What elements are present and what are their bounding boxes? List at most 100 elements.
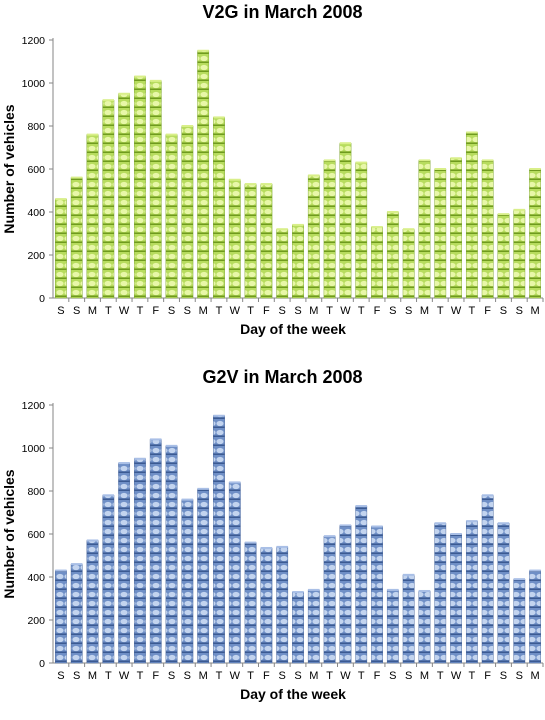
x-tick-label: S	[405, 670, 412, 682]
y-axis-label: Number of vehicles	[1, 469, 17, 598]
x-tick-label: F	[152, 305, 159, 317]
x-tick-label: M	[309, 305, 318, 317]
bar	[102, 495, 115, 664]
bar	[323, 535, 336, 664]
x-tick-label: F	[263, 305, 270, 317]
x-tick-label: M	[199, 670, 208, 682]
bar-top	[244, 541, 257, 544]
y-tick-label: 600	[27, 529, 45, 541]
bar	[213, 415, 225, 664]
x-tick-label: S	[389, 305, 396, 317]
x-tick-label: S	[516, 670, 523, 682]
x-tick-label: T	[137, 670, 144, 682]
bar-top	[213, 116, 225, 119]
bar-top	[276, 228, 288, 231]
x-tick-label: T	[137, 305, 144, 317]
bar	[149, 439, 162, 664]
bar-top	[371, 226, 383, 229]
bar	[86, 134, 99, 299]
x-tick-label: F	[152, 670, 159, 682]
bar-top	[102, 99, 115, 102]
x-tick-label: T	[326, 305, 333, 317]
bar-top	[323, 159, 336, 162]
g2v-chart: G2V in March 2008 Number of vehicles Day o…	[0, 365, 545, 720]
bar-top	[434, 522, 446, 525]
x-tick-label: T	[437, 305, 444, 317]
bar	[134, 458, 146, 664]
y-tick-label: 0	[39, 293, 45, 305]
bar	[355, 162, 368, 299]
bar-top	[213, 414, 225, 417]
x-tick-label: S	[500, 670, 507, 682]
bar	[181, 125, 194, 299]
x-tick-label: S	[294, 305, 301, 317]
bar	[386, 211, 399, 299]
bar	[292, 224, 304, 299]
x-tick-label: S	[57, 305, 64, 317]
y-tick-label: 200	[27, 250, 45, 262]
bar-top	[55, 198, 67, 201]
x-tick-label: S	[516, 305, 523, 317]
x-tick-label: S	[73, 670, 80, 682]
bar	[529, 168, 541, 299]
x-tick-label: S	[184, 670, 191, 682]
bar	[134, 76, 146, 299]
x-tick-label: T	[358, 305, 365, 317]
bar	[197, 488, 210, 664]
bar-top	[387, 211, 399, 213]
bar-top	[450, 533, 462, 535]
bar-top	[118, 462, 130, 465]
x-tick-label: S	[168, 305, 175, 317]
bar-top	[134, 75, 146, 78]
x-tick-label: S	[73, 305, 80, 317]
bar-top	[197, 487, 209, 490]
bar-top	[308, 588, 320, 591]
bar	[371, 526, 383, 664]
x-tick-label: S	[405, 305, 412, 317]
bar-top	[355, 505, 367, 508]
bar-top	[86, 539, 99, 542]
x-tick-label: T	[247, 305, 254, 317]
bar	[418, 160, 431, 299]
bar	[292, 591, 304, 664]
bar-top	[181, 125, 194, 127]
bar-top	[450, 157, 462, 160]
bar-top	[229, 178, 241, 181]
x-tick-label: F	[484, 305, 491, 317]
bar	[418, 590, 431, 664]
bar-top	[308, 174, 320, 177]
bar-top	[292, 591, 304, 594]
bar-top	[387, 588, 399, 591]
y-tick-label: 1000	[22, 443, 46, 455]
bar-top	[71, 563, 83, 566]
x-tick-label: W	[340, 305, 351, 317]
bar-top	[181, 498, 194, 501]
bar-top	[481, 494, 494, 497]
bar-top	[466, 131, 478, 134]
bar-top	[292, 223, 304, 226]
bar	[118, 462, 131, 664]
bar	[481, 160, 494, 299]
bar	[402, 228, 415, 299]
x-tick-label: S	[279, 305, 286, 317]
bar-top	[481, 159, 494, 162]
bar-top	[71, 176, 83, 179]
x-axis-label: Day of the week	[240, 321, 346, 337]
x-tick-label: T	[469, 670, 476, 682]
chart-svg: G2V in March 2008 Number of vehicles Day o…	[1, 367, 544, 702]
bar-top	[371, 525, 383, 528]
bar	[181, 499, 194, 664]
bar-top	[529, 168, 541, 170]
bar-top	[418, 589, 431, 592]
bar	[228, 179, 241, 299]
bar	[497, 523, 510, 664]
bar	[402, 574, 415, 664]
bar	[434, 523, 447, 664]
bar-top	[339, 524, 352, 527]
x-tick-label: W	[230, 305, 241, 317]
bar	[260, 547, 273, 664]
bar-top	[197, 49, 209, 52]
y-tick-label: 200	[27, 615, 45, 627]
x-tick-label: F	[374, 305, 381, 317]
y-tick-label: 1000	[22, 78, 46, 90]
